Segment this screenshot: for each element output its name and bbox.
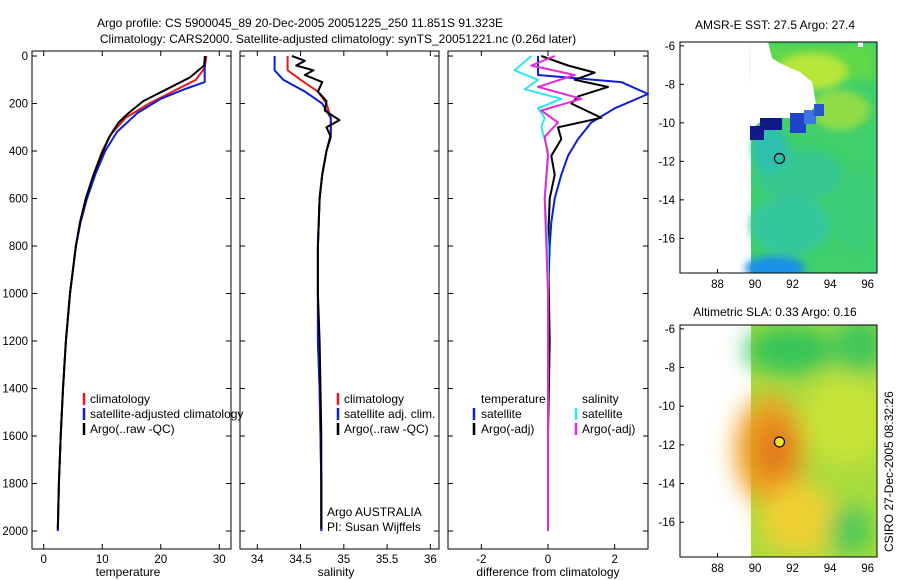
series-line-salinity-argo-adj-: [530, 55, 583, 531]
legend-title-temperature: temperature: [481, 392, 546, 406]
map-y-tick-label: -16: [658, 517, 675, 529]
sst-map-frame: [679, 41, 878, 274]
map-x-tick-label: 92: [786, 563, 799, 575]
x-tick-label: 34: [251, 554, 264, 566]
map-x-tick-label: 94: [824, 279, 837, 291]
map-x-tick-label: 88: [711, 563, 724, 575]
map-y-tick-label: -8: [665, 363, 675, 375]
map-y-tick-label: -14: [658, 479, 675, 491]
temperature-xlabel: temperature: [96, 565, 161, 579]
x-tick-label: 35.5: [376, 554, 398, 566]
sla-map-frame: [679, 324, 878, 558]
figure-title-line1: Argo profile: CS 5900045_89 20-Dec-2005 …: [97, 16, 503, 30]
x-tick-label: 10: [96, 554, 109, 566]
series-line-satellite-adj-clim-: [273, 56, 332, 531]
legend-label-satellite-adj: satellite adj. clim.: [344, 407, 435, 421]
map-y-tick-label: -10: [658, 401, 675, 413]
argo-position-marker: [773, 152, 786, 165]
float-owner-label: Argo AUSTRALIA: [327, 505, 422, 519]
map-y-tick-label: -6: [665, 41, 675, 53]
legend-label-climatology: climatology: [344, 392, 404, 406]
temperature-legend: climatology satellite-adjusted climatolo…: [82, 392, 243, 436]
sla-map-field: [735, 325, 877, 557]
map-y-tick-label: -8: [665, 79, 675, 91]
y-tick-label: 1200: [2, 336, 28, 348]
legend-label-argo: Argo(..raw -QC): [90, 422, 175, 436]
series-line-salinity-satellite: [513, 55, 563, 531]
map-x-tick-label: 94: [824, 563, 837, 575]
credit-stamp: CSIRO 27-Dec-2005 08:32:26: [882, 391, 896, 552]
x-tick-label: 20: [154, 554, 167, 566]
map-x-tick-label: 90: [749, 279, 762, 291]
figure-title-line2: Climatology: CARS2000. Satellite-adjuste…: [100, 32, 576, 46]
map-y-tick-label: -10: [658, 118, 675, 130]
legend-label-climatology: climatology: [90, 392, 150, 406]
series-line-climatology: [286, 56, 332, 531]
x-tick-label: 36: [424, 554, 437, 566]
map-y-tick-label: -14: [658, 195, 675, 207]
map-y-tick-label: -16: [658, 233, 675, 245]
legend-label-sal-argo: Argo(-adj): [582, 422, 635, 436]
y-tick-label: 1400: [2, 384, 28, 396]
map-x-tick-label: 96: [861, 563, 874, 575]
legend-title-salinity: salinity: [582, 392, 619, 406]
y-tick-label: 600: [9, 194, 28, 206]
x-tick-label: 30: [213, 554, 226, 566]
y-tick-label: 2000: [2, 526, 28, 538]
x-tick-label: 34.5: [289, 554, 311, 566]
map-x-tick-label: 88: [711, 279, 724, 291]
map-x-tick-label: 96: [861, 279, 874, 291]
y-tick-label: 1000: [2, 289, 28, 301]
temperature-axes: [31, 50, 232, 550]
salinity-axes: [239, 50, 440, 550]
sst-map-title: AMSR-E SST: 27.5 Argo: 27.4: [695, 18, 855, 32]
sla-map-title: Altimetric SLA: 0.33 Argo: 0.16: [693, 305, 857, 319]
x-tick-label: 35: [337, 554, 350, 566]
legend-label-argo: Argo(..raw -QC): [344, 422, 429, 436]
x-tick-label: 0: [545, 554, 551, 566]
series-line-satellite-adjusted-climatology: [56, 56, 206, 532]
series-line-argo-raw-qc-: [56, 55, 207, 529]
legend-label-sal-satellite: satellite: [582, 407, 623, 421]
y-tick-label: 1600: [2, 431, 28, 443]
map-y-tick-label: -12: [658, 156, 675, 168]
y-tick-label: 800: [9, 241, 28, 253]
map-y-tick-label: -12: [658, 440, 675, 452]
legend-label-temp-argo: Argo(-adj): [481, 422, 534, 436]
y-tick-label: 400: [9, 146, 28, 158]
difference-xlabel: difference from climatology: [476, 565, 619, 579]
series-line-climatology: [56, 55, 208, 532]
map-y-tick-label: -6: [665, 324, 675, 336]
sst-map-field: [745, 42, 877, 273]
y-tick-label: 0: [22, 51, 28, 63]
series-line-argo-raw-qc-: [291, 55, 341, 529]
difference-legend: temperature satellite Argo(-adj) salinit…: [472, 392, 635, 436]
x-tick-label: 0: [41, 554, 47, 566]
map-x-tick-label: 92: [786, 279, 799, 291]
series-line-temperature-argo-adj-: [540, 55, 609, 531]
map-x-tick-label: 90: [749, 563, 762, 575]
x-tick-label: -2: [476, 554, 486, 566]
argo-position-marker: [773, 436, 786, 448]
y-tick-label: 200: [9, 99, 28, 111]
legend-label-temp-satellite: satellite: [481, 407, 522, 421]
salinity-xlabel: salinity: [318, 565, 355, 579]
x-tick-label: 2: [611, 554, 617, 566]
float-pi-label: PI: Susan Wijffels: [327, 520, 421, 534]
y-tick-label: 1800: [2, 479, 28, 491]
salinity-legend: climatology satellite adj. clim. Argo(..…: [327, 392, 435, 534]
legend-label-satellite-adjusted: satellite-adjusted climatology: [90, 407, 243, 421]
